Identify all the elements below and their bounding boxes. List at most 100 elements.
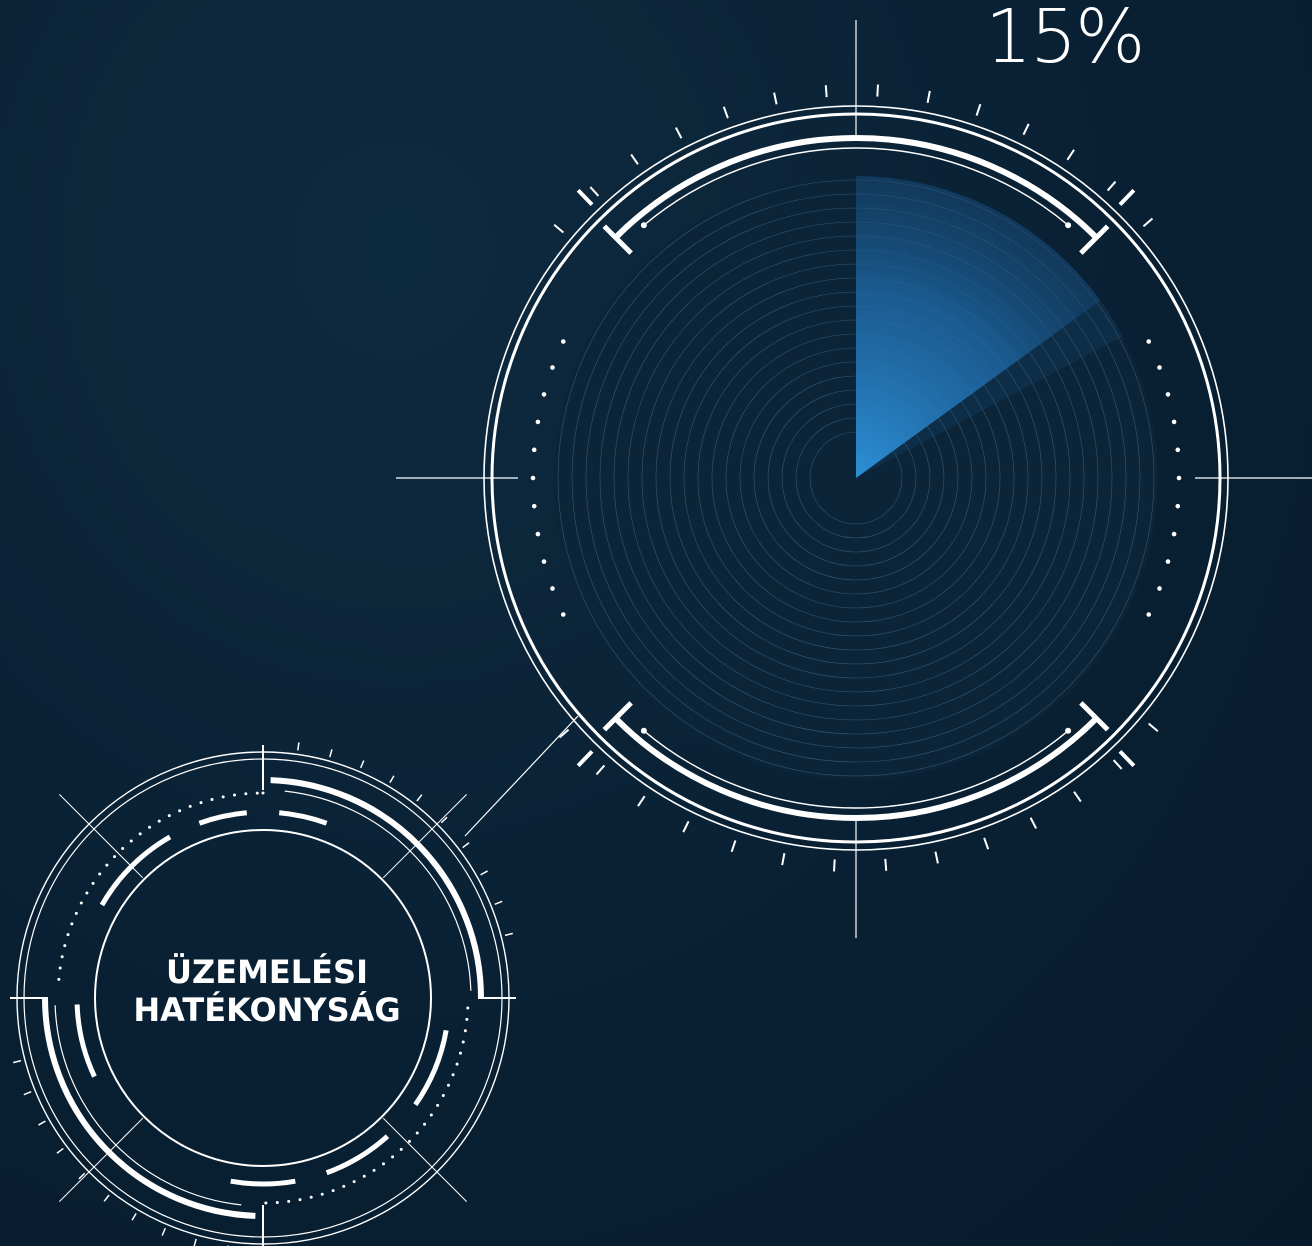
emblem-inner-ring	[94, 829, 432, 1167]
arc-end-dot	[1065, 222, 1072, 229]
emblem-diagonal	[382, 793, 468, 879]
emblem-dotted-ring	[57, 791, 470, 1205]
emblem-dash-arc	[230, 1178, 296, 1187]
emblem-tick-marks	[13, 742, 513, 1246]
radar-gauge	[396, 20, 1312, 938]
emblem-dot	[261, 791, 265, 795]
tick	[722, 106, 729, 119]
emblem-dot	[210, 797, 214, 801]
emblem-dot	[423, 1122, 427, 1126]
progress-sweep	[856, 176, 1101, 478]
emblem-dot	[446, 1083, 450, 1087]
emblem-dot	[188, 804, 192, 808]
dotted-ring	[530, 339, 1182, 617]
tick	[876, 84, 879, 97]
tick	[1022, 123, 1030, 136]
emblem-tick	[359, 760, 365, 769]
tick	[884, 858, 888, 871]
tick	[1073, 791, 1082, 803]
tick	[824, 85, 828, 98]
emblem-dot	[399, 1147, 403, 1151]
tick-marks	[553, 84, 1159, 872]
ring-dot	[1171, 419, 1177, 425]
outer-ring	[483, 105, 1229, 851]
tick	[558, 728, 570, 739]
emblem-tick	[494, 900, 503, 906]
emblem-tick	[56, 1147, 64, 1154]
emblem-dot	[455, 1062, 459, 1066]
emblem-thin-arc-left	[54, 1005, 242, 1206]
tick	[934, 851, 939, 864]
emblem-dot	[232, 793, 236, 797]
bottom-thin-arc	[643, 730, 1069, 809]
ring-dot	[1157, 586, 1162, 591]
tick	[682, 820, 690, 833]
emblem-dot	[436, 1103, 440, 1107]
corner-bracket	[1118, 749, 1136, 768]
emblem-dot	[113, 855, 117, 859]
emblem-dot	[129, 839, 133, 843]
tick	[595, 764, 606, 776]
outer-ring-inner	[490, 112, 1222, 844]
emblem-dot	[298, 1198, 302, 1202]
emblem-tick	[103, 1194, 110, 1202]
tick	[1112, 759, 1123, 770]
bracket-cap	[1079, 701, 1110, 732]
emblem-outer-ring	[16, 751, 510, 1245]
ring-dot	[1146, 612, 1152, 617]
emblem-dot	[157, 819, 161, 823]
ring-dot	[1157, 365, 1162, 370]
tick	[553, 223, 565, 234]
tick	[589, 186, 600, 197]
tick	[730, 840, 737, 853]
ring-dot	[531, 503, 537, 509]
label-line-1: ÜZEMELÉSI	[166, 953, 368, 991]
bracket-cap	[1079, 224, 1110, 255]
emblem-dash-arc	[198, 810, 248, 826]
emblem-dot	[148, 825, 152, 829]
emblem-arcs	[42, 777, 484, 1219]
emblem-dot	[415, 1131, 419, 1135]
top-thin-arc	[643, 147, 1069, 226]
emblem-dot	[391, 1155, 395, 1159]
emblem-tick	[462, 842, 470, 849]
ring-dot	[530, 475, 536, 481]
emblem-tick	[193, 1238, 197, 1246]
emblem-tick	[297, 742, 300, 751]
emblem-dot	[458, 1051, 462, 1055]
emblem-dot	[429, 1113, 433, 1117]
tick	[926, 90, 931, 103]
emblem-dot	[221, 795, 225, 799]
ring-dot	[550, 365, 555, 370]
emblem-dot	[244, 792, 248, 796]
emblem-dot	[372, 1168, 376, 1172]
arc-end-dot	[1065, 727, 1072, 734]
emblem-tick	[13, 1059, 22, 1064]
emblem-dot	[352, 1180, 356, 1184]
emblem-dot	[85, 891, 89, 895]
tick	[1029, 817, 1037, 829]
emblem-tick	[329, 749, 333, 758]
tick	[781, 853, 786, 866]
tick	[1106, 180, 1117, 192]
emblem-dot	[466, 1006, 470, 1010]
emblem-tick	[504, 932, 513, 937]
emblem-dot	[91, 881, 95, 885]
emblem-dot	[66, 933, 70, 937]
emblem-dot	[275, 1201, 279, 1205]
emblem-dot	[463, 1029, 467, 1033]
emblem-dot	[465, 1017, 469, 1021]
bracket-arcs	[576, 135, 1136, 821]
emblem-dot	[138, 832, 142, 836]
emblem-dot	[58, 966, 62, 970]
emblem-dash-arc	[99, 834, 172, 907]
emblem-dot	[199, 801, 203, 805]
emblem-dot	[63, 944, 67, 948]
emblem-dot	[98, 872, 102, 876]
ring-dot	[541, 392, 547, 397]
ring-dot	[531, 447, 537, 453]
emblem-dot	[70, 922, 74, 926]
emblem-tick	[23, 1090, 32, 1096]
emblem-dot	[79, 901, 83, 905]
